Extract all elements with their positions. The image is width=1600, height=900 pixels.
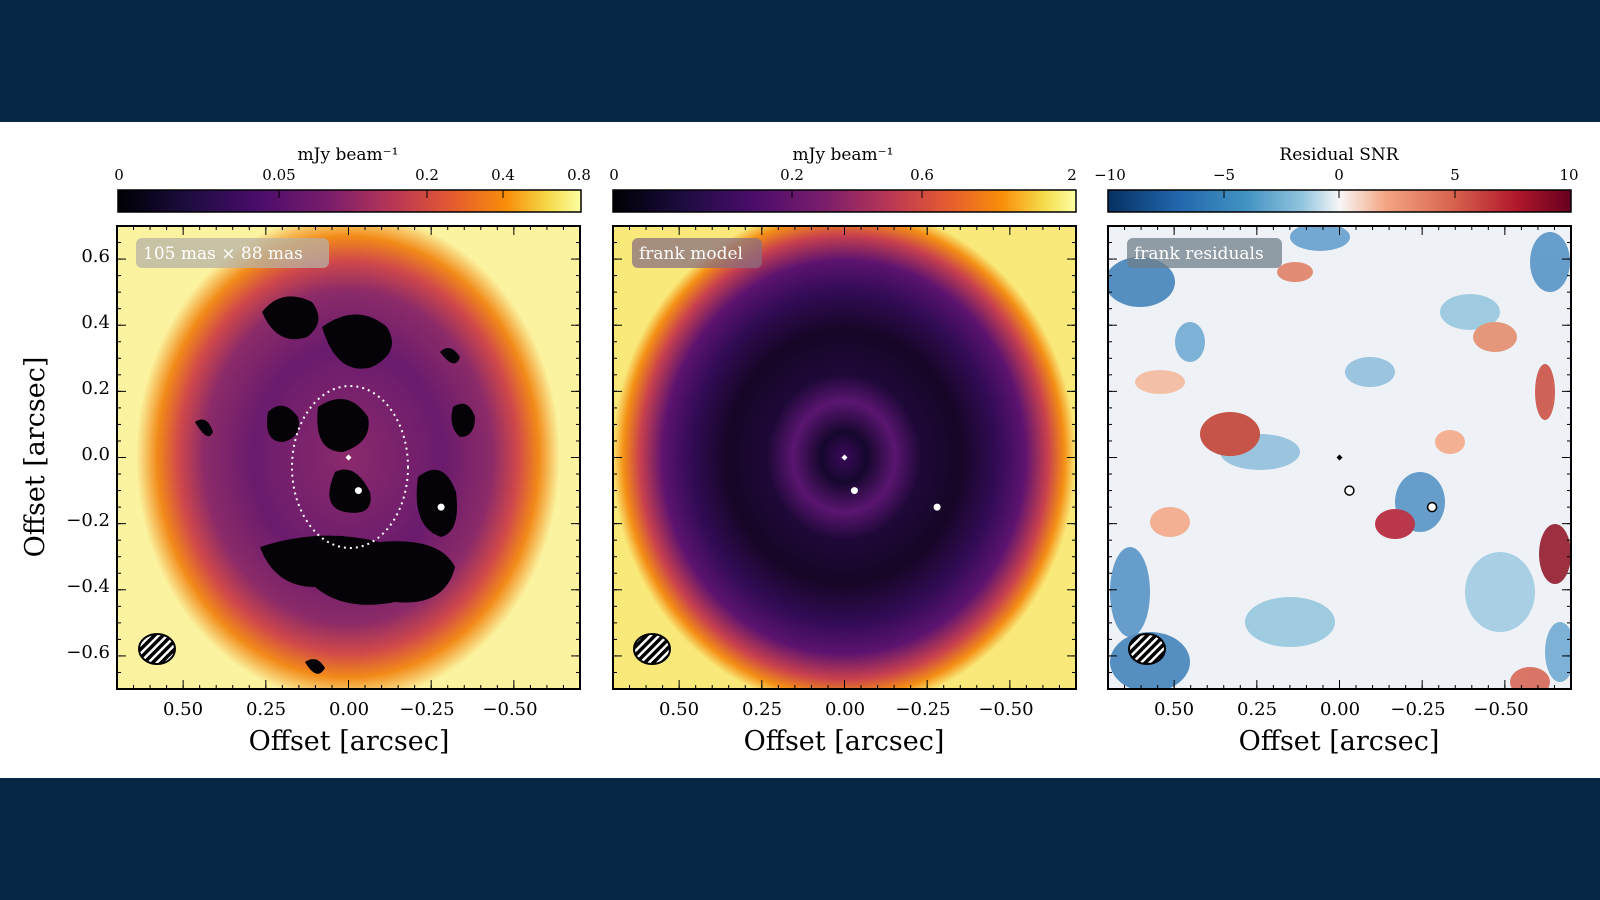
colorbar-gradient-data — [117, 189, 582, 213]
badge-bg-data — [136, 238, 329, 268]
markers-residuals — [1336, 454, 1438, 513]
xtick-label: −0.25 — [1390, 699, 1445, 720]
badge-data: 105 mas × 88 mas — [143, 244, 303, 264]
companion-marker — [933, 503, 941, 511]
companion-marker — [1426, 501, 1438, 513]
markers-data — [345, 454, 445, 511]
x-axis-label: Offset [arcsec] — [1239, 726, 1440, 757]
colorbar-data: mJy beam⁻¹ 0 0.05 0.2 0.4 0.8 — [114, 145, 591, 213]
ring-outline-ellipse — [291, 385, 409, 549]
companion-marker — [850, 487, 858, 495]
colorbar-tick-label: 5 — [1450, 166, 1460, 184]
colorbar-tick-label: 0.2 — [415, 166, 439, 184]
xtick-label: 0.50 — [163, 699, 203, 720]
ytick-label: −0.4 — [66, 576, 110, 597]
panel-data: mJy beam⁻¹ 0 0.05 0.2 0.4 0.8 — [20, 145, 591, 757]
ytick-label: −0.6 — [66, 642, 110, 663]
badge-bg-model — [632, 238, 762, 268]
ytick-label: 0.6 — [81, 246, 110, 267]
star-marker — [345, 454, 352, 461]
xtick-label: −0.50 — [482, 699, 537, 720]
colorbar-tick-label: 0 — [114, 166, 124, 184]
colorbar-tick-label: 0 — [609, 166, 619, 184]
xtick-label: 0.25 — [1237, 699, 1277, 720]
companion-marker — [1344, 485, 1355, 496]
badge-residuals: frank residuals — [1134, 244, 1264, 264]
beam-ellipse — [1128, 633, 1166, 665]
panel-residuals: Residual SNR −10 −5 0 5 10 — [1094, 145, 1578, 757]
star-marker — [841, 454, 848, 461]
xtick-label: 0.00 — [1320, 699, 1360, 720]
badge-bg-residuals — [1127, 238, 1282, 268]
xtick-label: −0.50 — [1473, 699, 1528, 720]
colorbar-tick-label: 0.8 — [567, 166, 591, 184]
x-axis-label: Offset [arcsec] — [249, 726, 450, 757]
star-marker — [1336, 454, 1343, 461]
colorbar-tick-label: 0.05 — [262, 166, 295, 184]
colorbar-gradient-model — [612, 189, 1077, 213]
x-axis-label: Offset [arcsec] — [744, 726, 945, 757]
colorbar-tick-label: 2 — [1067, 166, 1077, 184]
colorbar-label-model: mJy beam⁻¹ — [793, 145, 894, 165]
xtick-label: 0.00 — [329, 699, 369, 720]
companion-marker — [354, 487, 362, 495]
companion-marker — [437, 503, 445, 511]
figure-panel: mJy beam⁻¹ 0 0.05 0.2 0.4 0.8 — [0, 122, 1600, 778]
beam-ellipse — [138, 633, 176, 665]
xtick-label: −0.25 — [399, 699, 454, 720]
xtick-label: 0.50 — [1154, 699, 1194, 720]
ytick-label: 0.0 — [81, 444, 110, 465]
colorbar-tick-label: 0.6 — [910, 166, 934, 184]
xtick-label: −0.25 — [895, 699, 950, 720]
colorbar-tick-label: 0.4 — [491, 166, 515, 184]
colorbar-label-residuals: Residual SNR — [1279, 145, 1399, 165]
figure: mJy beam⁻¹ 0 0.05 0.2 0.4 0.8 — [20, 145, 1579, 757]
xtick-label: 0.25 — [246, 699, 286, 720]
markers-model — [841, 454, 941, 511]
colorbar-label-data: mJy beam⁻¹ — [298, 145, 399, 165]
xtick-label: 0.25 — [742, 699, 782, 720]
xtick-label: −0.50 — [978, 699, 1033, 720]
colorbar-tick-label: 0.2 — [780, 166, 804, 184]
colorbar-tick-label: −10 — [1094, 166, 1126, 184]
ytick-label: 0.4 — [81, 312, 110, 333]
ytick-label: −0.2 — [66, 510, 110, 531]
colorbar-tick-label: −5 — [1213, 166, 1235, 184]
panel-model: mJy beam⁻¹ 0 0.2 0.6 2 frank model 0.50 … — [609, 145, 1077, 757]
colorbar-model: mJy beam⁻¹ 0 0.2 0.6 2 — [609, 145, 1077, 213]
colorbar-tick-label: 10 — [1559, 166, 1578, 184]
colorbar-residuals: Residual SNR −10 −5 0 5 10 — [1094, 145, 1579, 213]
xtick-label: 0.50 — [659, 699, 699, 720]
ytick-label: 0.2 — [81, 378, 110, 399]
y-axis-label: Offset [arcsec] — [20, 357, 51, 558]
badge-model: frank model — [639, 244, 743, 264]
colorbar-tick-label: 0 — [1334, 166, 1344, 184]
xtick-label: 0.00 — [825, 699, 865, 720]
beam-ellipse — [633, 633, 671, 665]
